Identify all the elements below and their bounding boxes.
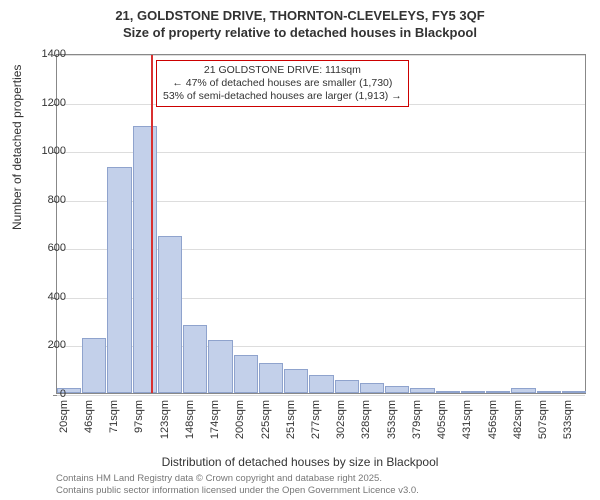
histogram-bar <box>335 380 359 393</box>
xtick-label: 456sqm <box>487 400 509 439</box>
histogram-bar <box>486 391 510 393</box>
histogram-bar <box>107 167 131 393</box>
footer-line-1: Contains HM Land Registry data © Crown c… <box>56 473 419 484</box>
histogram-bar <box>234 355 258 393</box>
callout-box: 21 GOLDSTONE DRIVE: 111sqm← 47% of detac… <box>156 60 409 107</box>
ytick-label: 1400 <box>26 48 66 60</box>
xtick-label: 277sqm <box>310 400 332 439</box>
xtick-label: 405sqm <box>436 400 458 439</box>
histogram-bar <box>82 338 106 393</box>
xtick-label: 20sqm <box>58 400 80 433</box>
histogram-bar <box>158 236 182 393</box>
xtick-label: 533sqm <box>562 400 584 439</box>
ytick-label: 0 <box>26 388 66 400</box>
ytick-label: 400 <box>26 291 66 303</box>
histogram-bar <box>511 388 535 393</box>
ytick-label: 600 <box>26 242 66 254</box>
xtick-label: 46sqm <box>83 400 105 433</box>
gridline <box>57 55 585 56</box>
ytick-label: 1200 <box>26 97 66 109</box>
histogram-bar <box>208 340 232 393</box>
xtick-label: 174sqm <box>209 400 231 439</box>
xtick-label: 123sqm <box>159 400 181 439</box>
histogram-bar <box>133 126 157 393</box>
chart-subtitle: Size of property relative to detached ho… <box>0 25 600 42</box>
chart-container: 20sqm46sqm71sqm97sqm123sqm148sqm174sqm20… <box>56 54 586 414</box>
histogram-bar <box>461 391 485 393</box>
xtick-label: 482sqm <box>512 400 534 439</box>
xtick-label: 431sqm <box>461 400 483 439</box>
ytick-label: 800 <box>26 194 66 206</box>
histogram-bar <box>436 391 460 393</box>
x-axis-label: Distribution of detached houses by size … <box>0 455 600 469</box>
gridline <box>57 395 585 396</box>
histogram-bar <box>259 363 283 393</box>
chart-title: 21, GOLDSTONE DRIVE, THORNTON-CLEVELEYS,… <box>0 8 600 25</box>
xtick-label: 148sqm <box>184 400 206 439</box>
xtick-label: 328sqm <box>360 400 382 439</box>
highlight-vertical-line <box>151 55 153 393</box>
xtick-label: 379sqm <box>411 400 433 439</box>
xtick-label: 225sqm <box>260 400 282 439</box>
xtick-label: 200sqm <box>234 400 256 439</box>
xtick-label: 251sqm <box>285 400 307 439</box>
xtick-label: 507sqm <box>537 400 559 439</box>
histogram-bar <box>562 391 586 393</box>
xtick-label: 71sqm <box>108 400 130 433</box>
footer-attribution: Contains HM Land Registry data © Crown c… <box>56 473 419 496</box>
histogram-bar <box>385 386 409 393</box>
ytick-label: 1000 <box>26 145 66 157</box>
chart-title-block: 21, GOLDSTONE DRIVE, THORNTON-CLEVELEYS,… <box>0 0 600 42</box>
y-axis-label: Number of detached properties <box>10 65 24 230</box>
histogram-bar <box>537 391 561 393</box>
histogram-bar <box>183 325 207 393</box>
histogram-bar <box>360 383 384 393</box>
histogram-bar <box>309 375 333 393</box>
callout-line: 53% of semi-detached houses are larger (… <box>163 90 402 103</box>
histogram-bar <box>284 369 308 393</box>
footer-line-2: Contains public sector information licen… <box>56 485 419 496</box>
xtick-label: 302sqm <box>335 400 357 439</box>
xtick-label: 97sqm <box>133 400 155 433</box>
callout-line: ← 47% of detached houses are smaller (1,… <box>163 77 402 90</box>
histogram-bar <box>410 388 434 393</box>
callout-line: 21 GOLDSTONE DRIVE: 111sqm <box>163 64 402 77</box>
ytick-label: 200 <box>26 339 66 351</box>
xtick-label: 353sqm <box>386 400 408 439</box>
